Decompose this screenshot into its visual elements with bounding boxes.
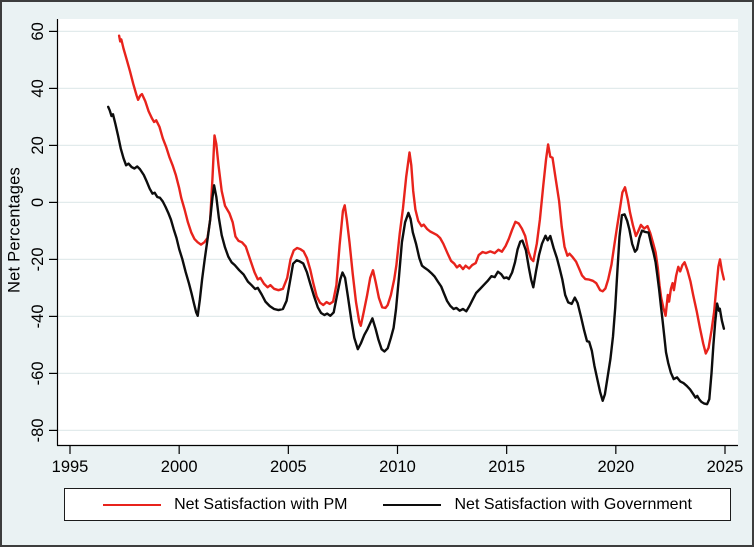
y-axis-title: Net Percentages	[5, 167, 24, 293]
y-axis-tick-label: 20	[29, 136, 47, 154]
x-axis-tick-label: 2005	[270, 458, 307, 476]
pm-line-sample	[103, 503, 162, 506]
y-axis-tick-label: -60	[29, 361, 47, 385]
y-axis-tick-label: 0	[29, 198, 47, 207]
legend: Net Satisfaction with PM Net Satisfactio…	[64, 488, 731, 521]
government-series-line	[106, 105, 726, 406]
x-axis-tick-label: 2025	[707, 458, 744, 476]
government-line-sample	[383, 503, 442, 506]
x-axis-tick-label: 2000	[161, 458, 198, 476]
government-legend-label: Net Satisfaction with Government	[454, 495, 692, 513]
pm-legend-label: Net Satisfaction with PM	[174, 495, 348, 513]
y-axis-tick-label: 40	[29, 79, 47, 97]
y-axis-tick-label: -80	[29, 418, 47, 442]
y-axis-tick-label: -20	[29, 247, 47, 271]
legend-item-government: Net Satisfaction with Government	[383, 495, 692, 514]
x-axis-tick-label: 2020	[597, 458, 634, 476]
x-axis-tick-label: 2010	[379, 458, 416, 476]
x-axis-tick-label: 1995	[52, 458, 89, 476]
y-axis-tick-label: -40	[29, 304, 47, 328]
y-axis-tick-label: 60	[29, 22, 47, 40]
legend-item-pm: Net Satisfaction with PM	[103, 496, 347, 514]
x-axis-tick-label: 2015	[488, 458, 525, 476]
pm-series-line	[117, 34, 726, 355]
